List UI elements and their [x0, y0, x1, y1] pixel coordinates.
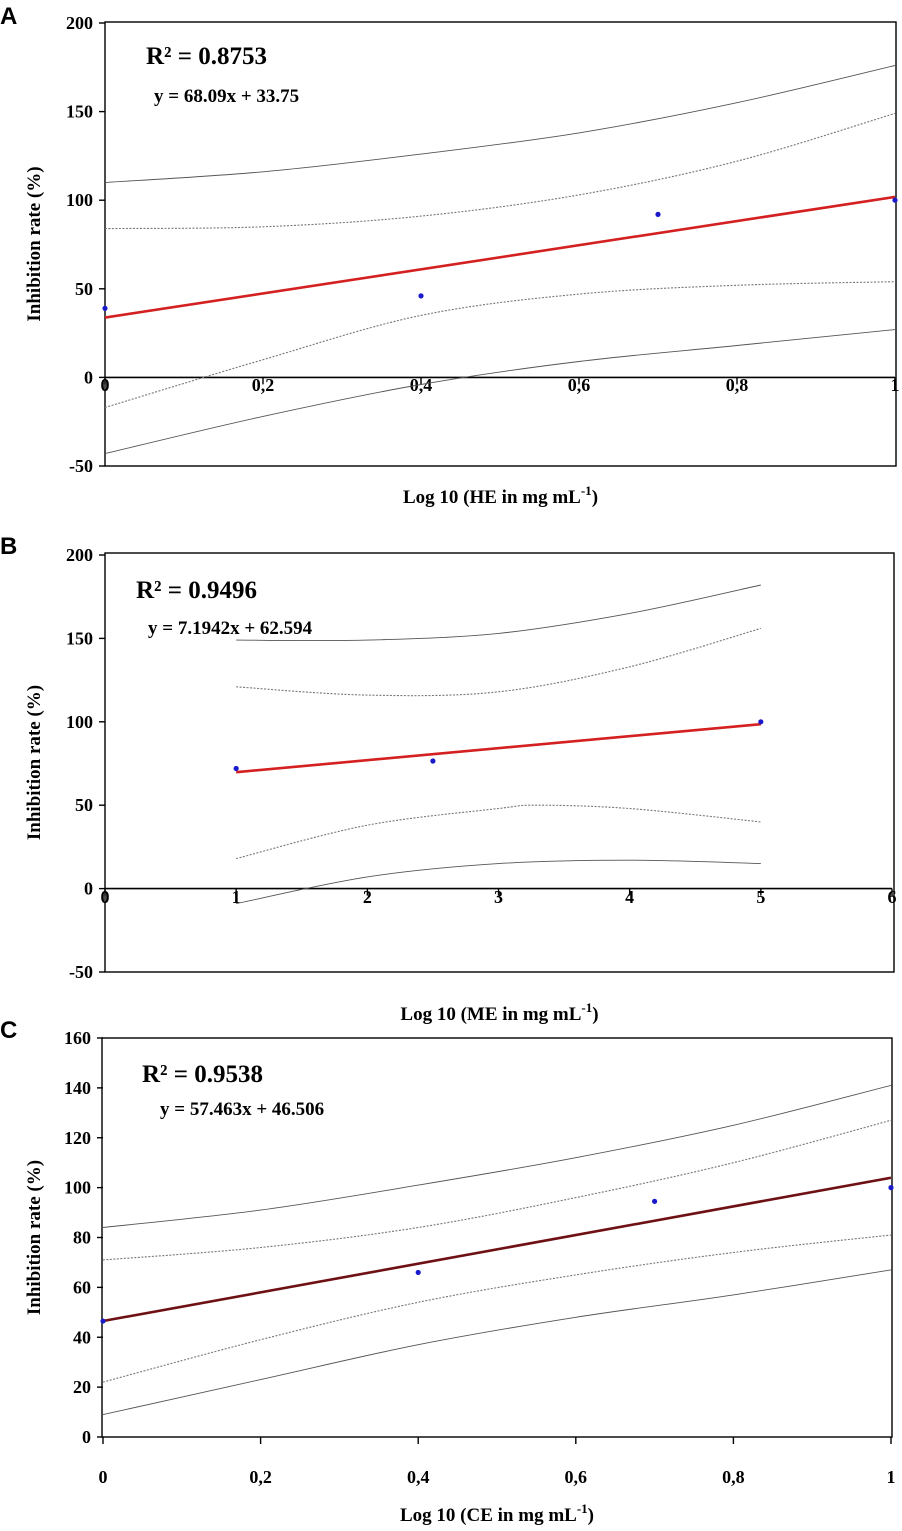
y-tick-label: 150	[66, 628, 93, 648]
y-tick-label: 100	[66, 712, 93, 732]
regression-line	[236, 722, 761, 774]
prediction-band-line	[236, 584, 761, 642]
regression-line	[102, 1176, 892, 1323]
y-tick-label: 150	[66, 102, 93, 122]
x-axis-title-end: )	[588, 1505, 594, 1526]
data-point	[430, 758, 436, 764]
regression-equation: y = 57.463x + 46.506	[160, 1099, 324, 1120]
data-point	[418, 293, 424, 299]
x-axis-title-end: )	[592, 487, 598, 508]
x-tick-label: 0,6	[565, 1467, 588, 1487]
plot-frame	[104, 552, 895, 973]
data-point	[233, 765, 239, 772]
x-tick-label: 0,8	[726, 375, 749, 395]
x-axis-title-main: Log 10 (HE in mg mL	[403, 487, 581, 508]
y-tick-label: 60	[73, 1277, 91, 1297]
chart-panel-c: C 0 20 40 60 80 100 120 140 160 0 0,2 0,4 0,6 0,8 1 R² =…	[0, 1017, 896, 1526]
x-tick-label: 6	[888, 887, 897, 907]
x-tick-label: 0,4	[410, 375, 433, 395]
x-tick-label: 0	[99, 1467, 108, 1487]
confidence-band-line	[102, 1119, 892, 1261]
regression-line	[104, 195, 896, 319]
x-axis-title-superscript: -1	[581, 483, 592, 498]
y-tick-label: 160	[64, 1028, 91, 1048]
regression-equation: y = 7.1942x + 62.594	[148, 618, 313, 639]
x-tick-label: 1	[891, 375, 900, 395]
data-point	[415, 1269, 421, 1276]
x-axis-title-main: Log 10 (CE in mg mL	[400, 1505, 577, 1526]
data-point	[892, 197, 898, 203]
x-tick-label: 1	[232, 887, 241, 907]
y-tick-label: 0	[84, 879, 93, 899]
y-tick-label: 20	[73, 1377, 91, 1397]
confidence-band-line	[104, 112, 896, 230]
prediction-band-line	[236, 859, 761, 905]
data-point	[652, 1198, 658, 1204]
x-axis-title-main: Log 10 (ME in mg mL	[400, 1004, 581, 1025]
x-axis-title-superscript: -1	[581, 1000, 592, 1015]
x-tick-label: 0,4	[407, 1467, 430, 1487]
data-point	[655, 211, 661, 217]
confidence-band-line	[102, 1234, 892, 1383]
panel-letter: B	[0, 533, 17, 560]
y-tick-label: 40	[73, 1327, 91, 1347]
regression-equation: y = 68.09x + 33.75	[154, 86, 299, 107]
r-squared-label: R² = 0.8753	[146, 43, 267, 70]
x-tick-label: 1	[887, 1467, 896, 1487]
y-tick-label: 50	[75, 279, 93, 299]
y-tick-label: 100	[64, 1178, 91, 1198]
x-tick-label: 0	[101, 887, 110, 907]
y-axis-title: Inhibition rate (%)	[24, 1160, 45, 1315]
y-tick-label: 100	[66, 190, 93, 210]
x-tick-label: 3	[494, 887, 503, 907]
x-axis-title-end: )	[592, 1004, 598, 1025]
x-axis-title: Log 10 (ME in mg mL-1)	[400, 1000, 598, 1025]
prediction-band-line	[102, 1084, 892, 1228]
panel-letter: A	[0, 3, 17, 30]
prediction-band-line	[104, 329, 896, 455]
y-tick-label: 120	[64, 1128, 91, 1148]
confidence-band-line	[236, 627, 761, 697]
y-tick-label: -50	[69, 962, 93, 982]
x-tick-label: 0,6	[568, 375, 591, 395]
x-tick-label: 5	[756, 887, 765, 907]
y-tick-label: 0	[82, 1427, 91, 1447]
plot-frame	[101, 1037, 893, 1438]
x-axis-title: Log 10 (HE in mg mL-1)	[403, 483, 598, 508]
prediction-band-line	[104, 65, 896, 183]
x-tick-label: 0	[101, 375, 110, 395]
y-tick-label: -50	[69, 456, 93, 476]
prediction-band-line	[102, 1269, 892, 1416]
plot-frame	[104, 21, 897, 467]
y-tick-label: 140	[64, 1078, 91, 1098]
data-point	[102, 305, 108, 311]
x-tick-label: 0,2	[252, 375, 275, 395]
x-axis-title: Log 10 (CE in mg mL-1)	[400, 1501, 594, 1526]
x-tick-label: 0,2	[249, 1467, 272, 1487]
y-tick-label: 80	[73, 1228, 91, 1248]
data-point	[100, 1318, 106, 1324]
y-axis-title: Inhibition rate (%)	[24, 166, 45, 321]
panel-letter: C	[0, 1017, 17, 1044]
y-tick-label: 200	[66, 545, 93, 565]
chart-panel-a: A -50 0 50 100 150 200 0 0,2 0,4 0,6 0,8 1 R² = 0.875…	[0, 3, 900, 508]
data-point	[758, 719, 764, 725]
x-tick-label: 2	[363, 887, 372, 907]
chart-panel-b: B -50 0 50 100 150 200 0 1 2 3 4 5 6 R² = 0.9496 y = 7.…	[0, 533, 897, 1025]
x-tick-label: 0,8	[722, 1467, 745, 1487]
y-axis-title: Inhibition rate (%)	[24, 685, 45, 840]
data-point	[888, 1185, 894, 1191]
r-squared-label: R² = 0.9538	[142, 1061, 263, 1088]
x-tick-label: 4	[625, 887, 634, 907]
y-tick-label: 0	[84, 367, 93, 387]
x-axis-title-superscript: -1	[577, 1501, 588, 1516]
y-tick-label: 50	[75, 795, 93, 815]
confidence-band-line	[236, 804, 761, 860]
y-tick-label: 200	[66, 13, 93, 33]
r-squared-label: R² = 0.9496	[136, 577, 257, 604]
confidence-band-line	[104, 281, 896, 409]
